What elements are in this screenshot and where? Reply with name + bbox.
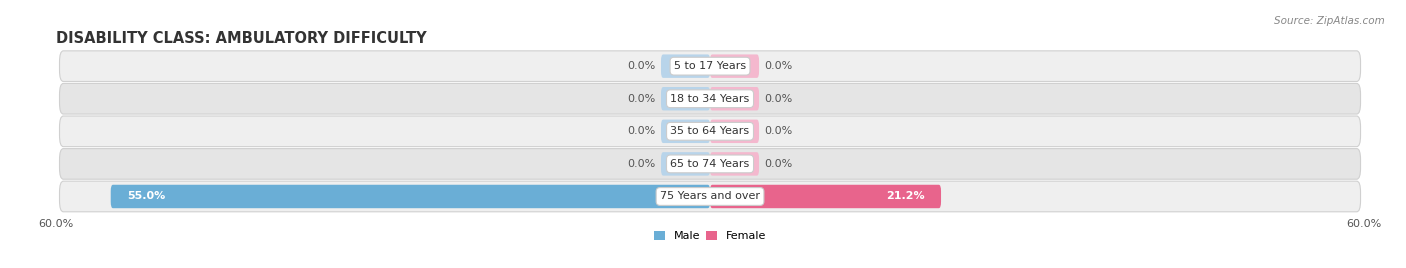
Text: 5 to 17 Years: 5 to 17 Years <box>673 61 747 71</box>
Text: 0.0%: 0.0% <box>627 126 655 136</box>
FancyBboxPatch shape <box>661 120 710 143</box>
FancyBboxPatch shape <box>710 152 759 176</box>
FancyBboxPatch shape <box>661 54 710 78</box>
FancyBboxPatch shape <box>59 116 1361 147</box>
Legend: Male, Female: Male, Female <box>650 226 770 245</box>
FancyBboxPatch shape <box>710 120 759 143</box>
Text: Source: ZipAtlas.com: Source: ZipAtlas.com <box>1274 16 1385 26</box>
Text: DISABILITY CLASS: AMBULATORY DIFFICULTY: DISABILITY CLASS: AMBULATORY DIFFICULTY <box>56 31 427 46</box>
Text: 21.2%: 21.2% <box>886 191 925 202</box>
Text: 35 to 64 Years: 35 to 64 Years <box>671 126 749 136</box>
Text: 55.0%: 55.0% <box>127 191 166 202</box>
Text: 0.0%: 0.0% <box>765 61 793 71</box>
FancyBboxPatch shape <box>111 185 710 208</box>
FancyBboxPatch shape <box>710 185 941 208</box>
Text: 0.0%: 0.0% <box>627 159 655 169</box>
Text: 65 to 74 Years: 65 to 74 Years <box>671 159 749 169</box>
FancyBboxPatch shape <box>59 83 1361 114</box>
FancyBboxPatch shape <box>59 181 1361 212</box>
FancyBboxPatch shape <box>59 51 1361 81</box>
Text: 18 to 34 Years: 18 to 34 Years <box>671 94 749 104</box>
Text: 0.0%: 0.0% <box>627 61 655 71</box>
Text: 0.0%: 0.0% <box>627 94 655 104</box>
Text: 75 Years and over: 75 Years and over <box>659 191 761 202</box>
Text: 0.0%: 0.0% <box>765 159 793 169</box>
Text: 0.0%: 0.0% <box>765 126 793 136</box>
FancyBboxPatch shape <box>661 152 710 176</box>
FancyBboxPatch shape <box>710 87 759 110</box>
FancyBboxPatch shape <box>59 148 1361 179</box>
FancyBboxPatch shape <box>710 54 759 78</box>
FancyBboxPatch shape <box>661 87 710 110</box>
Text: 0.0%: 0.0% <box>765 94 793 104</box>
